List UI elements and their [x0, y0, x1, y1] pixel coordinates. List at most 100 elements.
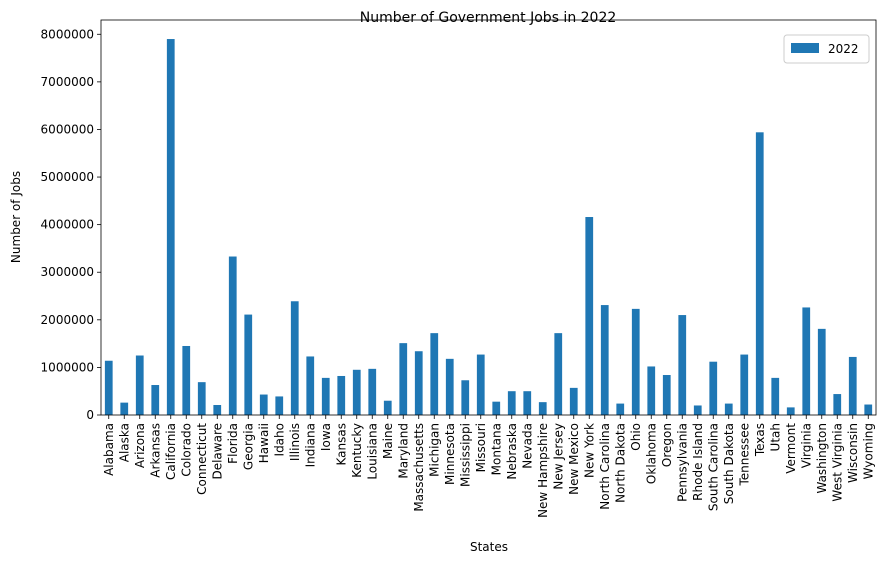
bar — [104, 360, 113, 415]
bar — [352, 369, 361, 415]
x-tick-label: Delaware — [210, 423, 224, 480]
x-tick-label: Washington — [815, 423, 829, 494]
x-tick-label: Massachusetts — [412, 423, 426, 512]
x-tick-label: Virginia — [799, 423, 813, 468]
bar — [197, 382, 206, 415]
x-tick-label: Nevada — [520, 423, 534, 469]
plot-frame — [100, 19, 877, 416]
y-tick-label: 2000000 — [41, 313, 94, 327]
bar — [538, 402, 547, 415]
x-tick-label: Oklahoma — [644, 423, 658, 484]
y-axis: 0 1000000 2000000 3000000 4000000 5000000 6000… — [41, 27, 101, 422]
x-tick-label: West Virginia — [830, 423, 844, 502]
chart-title: Number of Government Jobs in 2022 — [360, 10, 617, 26]
bar — [166, 39, 175, 415]
bar — [709, 361, 718, 415]
bar — [833, 394, 842, 415]
x-tick-label: Florida — [226, 423, 240, 464]
x-tick-label: Texas — [753, 423, 767, 457]
x-tick-label: Rhode Island — [691, 423, 705, 501]
x-tick-label: New York — [582, 423, 596, 478]
bar — [151, 385, 160, 415]
bar — [616, 403, 625, 415]
bar — [306, 356, 315, 415]
bar — [244, 314, 253, 415]
y-tick-label: 0 — [86, 408, 94, 422]
x-tick-label: Pennsylvania — [675, 423, 689, 502]
x-axis-label: States — [470, 540, 508, 554]
x-tick-label: Connecticut — [195, 423, 209, 495]
bar — [600, 305, 609, 415]
x-tick-label: Maine — [381, 423, 395, 459]
bar — [647, 366, 656, 415]
x-tick-label: Mississippi — [458, 423, 472, 487]
x-tick-label: Minnesota — [443, 423, 457, 485]
bar — [662, 375, 671, 415]
x-tick-label: Wyoming — [861, 423, 875, 479]
x-tick-label: California — [164, 423, 178, 480]
y-tick-label: 8000000 — [41, 27, 94, 41]
bar — [228, 256, 237, 415]
x-tick-label: New Mexico — [567, 423, 581, 495]
bar — [135, 355, 144, 415]
legend-swatch — [791, 43, 819, 53]
x-tick-label: Alaska — [117, 423, 131, 462]
bar — [430, 333, 439, 415]
y-tick-label: 6000000 — [41, 122, 94, 136]
x-tick-label: Missouri — [474, 423, 488, 472]
x-tick-label: Oregon — [660, 423, 674, 467]
x-tick-label: Ohio — [629, 423, 643, 451]
bar — [337, 375, 346, 415]
bar — [321, 377, 330, 415]
x-tick-label: Iowa — [319, 423, 333, 451]
bar — [864, 404, 873, 415]
x-tick-label: Indiana — [303, 423, 317, 467]
bar — [275, 396, 284, 415]
bar — [786, 407, 795, 415]
bar — [802, 307, 811, 415]
x-axis: Alabama Alaska Arizona Arkansas California Co… — [102, 415, 875, 518]
x-tick-label: Arkansas — [148, 423, 162, 478]
bar — [461, 380, 470, 415]
x-tick-label: Kentucky — [350, 423, 364, 478]
x-tick-label: Tennessee — [737, 423, 751, 487]
bar — [724, 403, 733, 415]
bar — [445, 358, 454, 415]
x-tick-label: Kansas — [334, 423, 348, 465]
legend-box — [783, 34, 870, 64]
x-tick-label: Arizona — [133, 423, 147, 468]
bar — [476, 354, 485, 415]
bar — [554, 333, 563, 415]
bar — [213, 405, 222, 415]
x-tick-label: South Carolina — [706, 423, 720, 511]
bar — [383, 400, 392, 415]
bar — [693, 405, 702, 415]
x-tick-label: Alabama — [102, 423, 116, 476]
bar — [414, 351, 423, 415]
y-tick-label: 7000000 — [41, 75, 94, 89]
x-tick-label: North Dakota — [613, 423, 627, 503]
bar — [755, 132, 764, 415]
x-tick-label: Utah — [768, 423, 782, 451]
y-tick-label: 5000000 — [41, 170, 94, 184]
bar — [771, 377, 780, 415]
x-tick-label: New Hampshire — [536, 423, 550, 518]
y-tick-label: 3000000 — [41, 265, 94, 279]
bar — [740, 354, 749, 415]
bar — [507, 391, 516, 415]
y-tick-label: 1000000 — [41, 360, 94, 374]
bar — [290, 301, 299, 415]
x-tick-label: Michigan — [427, 423, 441, 477]
y-tick-label: 4000000 — [41, 218, 94, 232]
bar — [492, 401, 501, 415]
bar — [817, 328, 826, 415]
x-tick-label: Georgia — [241, 423, 255, 470]
x-tick-label: Illinois — [288, 423, 302, 461]
x-tick-label: New Jersey — [551, 423, 565, 490]
bar — [399, 343, 408, 415]
bars-group — [104, 39, 873, 415]
bar — [569, 387, 578, 415]
x-tick-label: Louisiana — [365, 423, 379, 480]
bar — [678, 315, 687, 415]
